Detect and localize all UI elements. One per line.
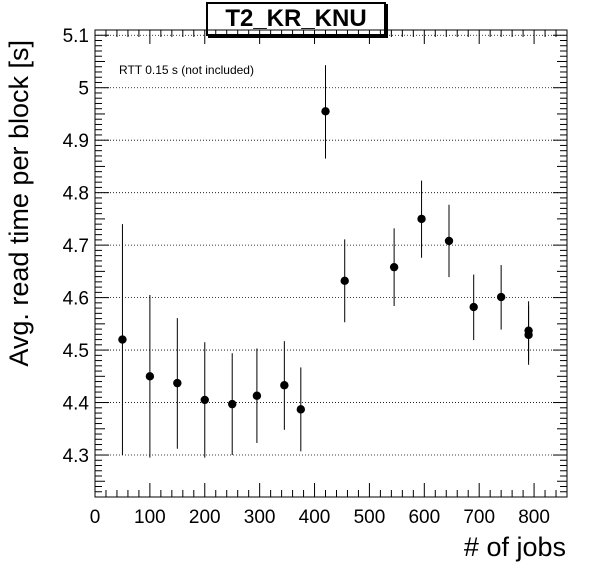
y-tick-label: 4.4 xyxy=(63,394,90,415)
data-point xyxy=(118,335,127,344)
y-tick-label: 4.6 xyxy=(63,289,89,310)
grid-lines xyxy=(95,34,567,456)
data-point xyxy=(280,381,289,390)
data-point xyxy=(417,214,426,224)
data-point xyxy=(469,302,478,312)
data-point xyxy=(173,378,182,388)
x-tick-label: 300 xyxy=(244,507,276,528)
axis-ticks xyxy=(94,29,568,498)
x-tick-label: 400 xyxy=(299,507,331,528)
y-axis-label: Avg. read time per block [s] xyxy=(4,40,34,367)
y-tick-label: 5.1 xyxy=(63,26,89,47)
y-tick-label: 4.8 xyxy=(63,184,89,205)
y-tick-label: 4.7 xyxy=(63,236,89,257)
data-points xyxy=(118,65,533,458)
data-point xyxy=(296,405,306,414)
x-tick-label: 100 xyxy=(134,507,166,528)
x-axis-label: # of jobs xyxy=(464,532,566,562)
x-tick-label: 600 xyxy=(408,507,440,528)
data-point xyxy=(444,236,454,246)
y-tick-label: 4.9 xyxy=(63,131,89,152)
data-point xyxy=(524,330,533,340)
x-tick-label: 0 xyxy=(90,507,101,528)
y-tick-label: 4.5 xyxy=(63,341,89,362)
data-point xyxy=(389,262,399,272)
x-tick-label: 700 xyxy=(463,507,495,528)
data-point xyxy=(200,395,209,405)
data-point xyxy=(228,399,237,409)
plot-frame xyxy=(94,29,568,498)
data-point xyxy=(340,276,349,286)
data-point xyxy=(496,292,506,302)
x-tick-label: 800 xyxy=(518,507,550,528)
data-point xyxy=(145,372,155,381)
y-tick-label: 4.3 xyxy=(63,446,89,467)
rtt-annotation: RTT 0.15 s (not included) xyxy=(119,63,254,77)
tick-labels: 4.3 4.4 4.5 4.6 4.7 4.8 4.9 5 5.1 0 100 200 300 400 50… xyxy=(63,26,550,528)
data-point xyxy=(252,391,262,400)
data-point xyxy=(321,107,330,116)
x-tick-label: 500 xyxy=(354,507,386,528)
y-tick-label: 5 xyxy=(78,79,89,100)
x-tick-label: 200 xyxy=(189,507,221,528)
